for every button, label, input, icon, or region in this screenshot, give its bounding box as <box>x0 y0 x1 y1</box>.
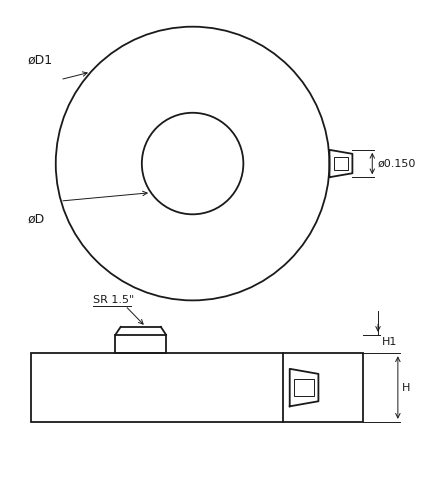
Bar <box>334 157 348 170</box>
Text: H1: H1 <box>382 337 397 347</box>
Text: øD: øD <box>27 212 44 225</box>
Bar <box>294 379 314 397</box>
Text: ø0.150: ø0.150 <box>378 158 417 169</box>
Text: H: H <box>401 382 410 393</box>
Bar <box>115 335 166 353</box>
Text: øD1: øD1 <box>27 53 52 66</box>
Bar <box>31 353 363 422</box>
Text: SR 1.5": SR 1.5" <box>93 295 135 305</box>
